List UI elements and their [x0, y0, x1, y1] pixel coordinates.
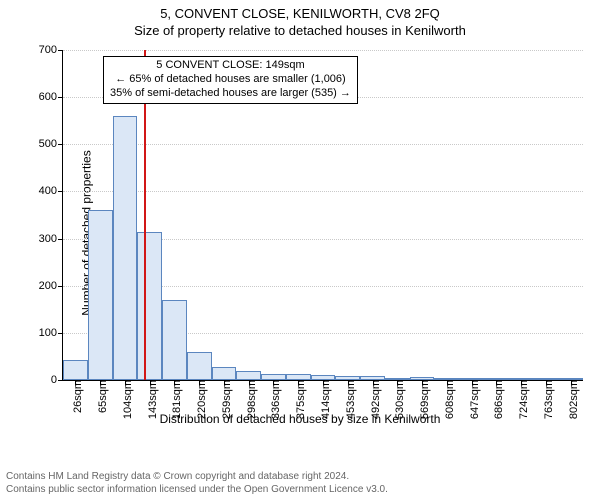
footer-line1: Contains HM Land Registry data © Crown c… [6, 471, 388, 484]
chart-title-subtitle: Size of property relative to detached ho… [0, 23, 600, 38]
y-tick-label: 500 [39, 138, 63, 150]
bar [236, 371, 261, 380]
x-tick-label: 26sqm [66, 380, 84, 413]
bar [137, 232, 162, 381]
y-tick-label: 300 [39, 233, 63, 245]
gridline [63, 50, 583, 51]
bar [63, 360, 88, 380]
x-tick-label: 65sqm [91, 380, 109, 413]
bar [212, 367, 237, 380]
gridline [63, 191, 583, 192]
annotation-line1: 5 CONVENT CLOSE: 149sqm [110, 59, 351, 73]
bar [113, 116, 138, 380]
bar [88, 210, 113, 380]
y-tick-label: 600 [39, 91, 63, 103]
gridline [63, 144, 583, 145]
bar [162, 300, 187, 380]
y-tick-label: 0 [51, 374, 63, 386]
footer-attribution: Contains HM Land Registry data © Crown c… [6, 471, 388, 496]
y-tick-label: 400 [39, 185, 63, 197]
annotation-box: 5 CONVENT CLOSE: 149sqm ← 65% of detache… [103, 56, 358, 104]
y-tick-label: 200 [39, 280, 63, 292]
plot-area: 010020030040050060070026sqm65sqm104sqm14… [62, 50, 583, 381]
annotation-line2: ← 65% of detached houses are smaller (1,… [110, 73, 351, 87]
chart-title-address: 5, CONVENT CLOSE, KENILWORTH, CV8 2FQ [0, 6, 600, 21]
annotation-line3: 35% of semi-detached houses are larger (… [110, 87, 351, 101]
chart-area: Number of detached properties 0100200300… [0, 38, 600, 428]
y-tick-label: 700 [39, 44, 63, 56]
footer-line2: Contains public sector information licen… [6, 484, 388, 497]
y-tick-label: 100 [39, 327, 63, 339]
x-axis-title: Distribution of detached houses by size … [0, 412, 600, 426]
bar [187, 352, 212, 380]
